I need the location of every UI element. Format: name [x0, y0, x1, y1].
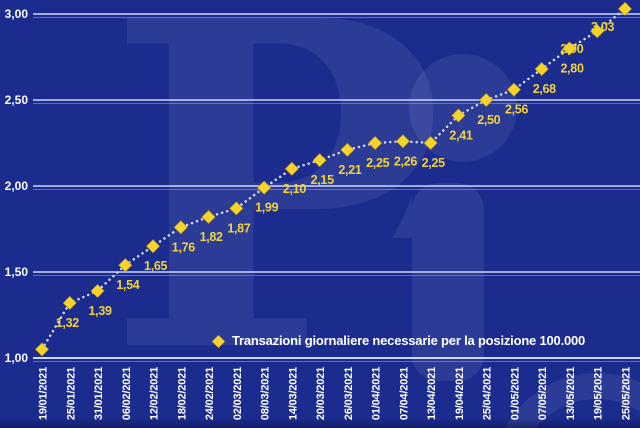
data-point-label: 2,50 [477, 113, 500, 127]
x-axis-tick-label: 18/02/2021 [176, 367, 188, 420]
data-point-label: 3,03 [591, 20, 614, 34]
data-point-marker [228, 200, 244, 216]
data-point-label: 1,65 [144, 259, 167, 273]
x-axis-tick-label: 25/05/2021 [621, 367, 633, 420]
data-point-label: 1,32 [56, 316, 79, 330]
y-axis-tick-label: 2,00 [5, 179, 29, 193]
x-axis-tick-label: 13/05/2021 [565, 367, 577, 420]
x-axis-tick-label: 20/03/2021 [315, 367, 327, 420]
data-point-label: 1,54 [116, 278, 139, 292]
y-axis-tick-label: 3,00 [5, 7, 29, 21]
data-point-label: 2,21 [338, 163, 361, 177]
data-point-marker [367, 135, 383, 151]
data-point-marker [534, 61, 550, 77]
x-axis-tick-label: 12/02/2021 [149, 367, 161, 420]
data-point-label: 1,99 [255, 201, 278, 215]
data-point-label: 2,56 [505, 103, 528, 117]
x-axis-tick-label: 13/04/2021 [426, 367, 438, 420]
x-axis-tick-label: 01/04/2021 [371, 367, 383, 420]
data-point-label: 1,39 [89, 304, 112, 318]
x-axis-tick-label: 06/02/2021 [121, 367, 133, 420]
data-point-label: 2,41 [449, 128, 472, 142]
data-point-label: 2,68 [533, 82, 556, 96]
x-axis-tick-label: 07/05/2021 [537, 367, 549, 420]
y-axis-tick-label: 2,50 [5, 93, 29, 107]
x-axis-tick-label: 19/05/2021 [593, 367, 605, 420]
data-point-marker [256, 180, 272, 196]
data-point-marker [34, 341, 50, 357]
data-point-marker [589, 23, 605, 39]
data-point-label: 2,25 [422, 156, 445, 170]
x-axis-tick-label: 25/01/2021 [65, 367, 77, 420]
watermark-dot-icon [409, 54, 517, 162]
data-point-label: 2,80 [560, 61, 583, 75]
data-point-marker [117, 257, 133, 273]
data-point-label: 1,76 [172, 240, 195, 254]
data-point-label: 2,26 [394, 154, 417, 168]
x-axis-tick-label: 31/01/2021 [93, 367, 105, 420]
x-axis-tick-label: 08/03/2021 [260, 367, 272, 420]
data-point-label: 1,82 [200, 230, 223, 244]
legend-diamond-icon [212, 334, 225, 348]
x-axis-tick-label: 02/03/2021 [232, 367, 244, 420]
data-point-marker [312, 152, 328, 168]
x-axis-tick-label: 25/04/2021 [482, 367, 494, 420]
x-axis-tick-label: 01/05/2021 [509, 367, 521, 420]
data-point-marker [201, 209, 217, 225]
x-axis-tick-label: 24/02/2021 [204, 367, 216, 420]
legend-label: Transazioni giornaliere necessarie per l… [232, 333, 586, 348]
data-point-marker [145, 238, 161, 254]
x-axis-tick-label: 07/04/2021 [398, 367, 410, 420]
data-point-marker [284, 161, 300, 177]
data-point-marker [617, 1, 633, 17]
y-axis-tick-label: 1,50 [5, 265, 29, 279]
watermark-ring-icon [504, 373, 640, 428]
x-axis-tick-label: 26/03/2021 [343, 367, 355, 420]
watermark-stem-icon [412, 183, 484, 381]
data-point-marker [173, 219, 189, 235]
data-point-marker [561, 40, 577, 56]
data-point-marker [339, 142, 355, 158]
data-point-marker [90, 283, 106, 299]
data-point-label: 2,15 [311, 173, 334, 187]
x-axis-tick-label: 14/03/2021 [287, 367, 299, 420]
data-point-label: 2,10 [283, 182, 306, 196]
series-line [40, 7, 627, 351]
data-point-marker [395, 133, 411, 149]
data-point-marker [478, 92, 494, 108]
data-point-marker [62, 295, 78, 311]
data-point-label: 2,25 [366, 156, 389, 170]
data-point-label: 1,87 [227, 221, 250, 235]
data-point-marker [450, 107, 466, 123]
data-point-label: 2,90 [560, 42, 583, 56]
y-axis-tick-label: 1,00 [5, 351, 29, 365]
x-axis-tick-label: 19/01/2021 [38, 367, 50, 420]
data-point-marker [506, 82, 522, 98]
legend: Transazioni giornaliere necessarie per l… [212, 333, 586, 349]
watermark-flag-icon [392, 196, 412, 238]
watermark-letter-p: P [106, 0, 444, 428]
x-axis-tick-label: 19/04/2021 [454, 367, 466, 420]
data-point-marker [423, 135, 439, 151]
